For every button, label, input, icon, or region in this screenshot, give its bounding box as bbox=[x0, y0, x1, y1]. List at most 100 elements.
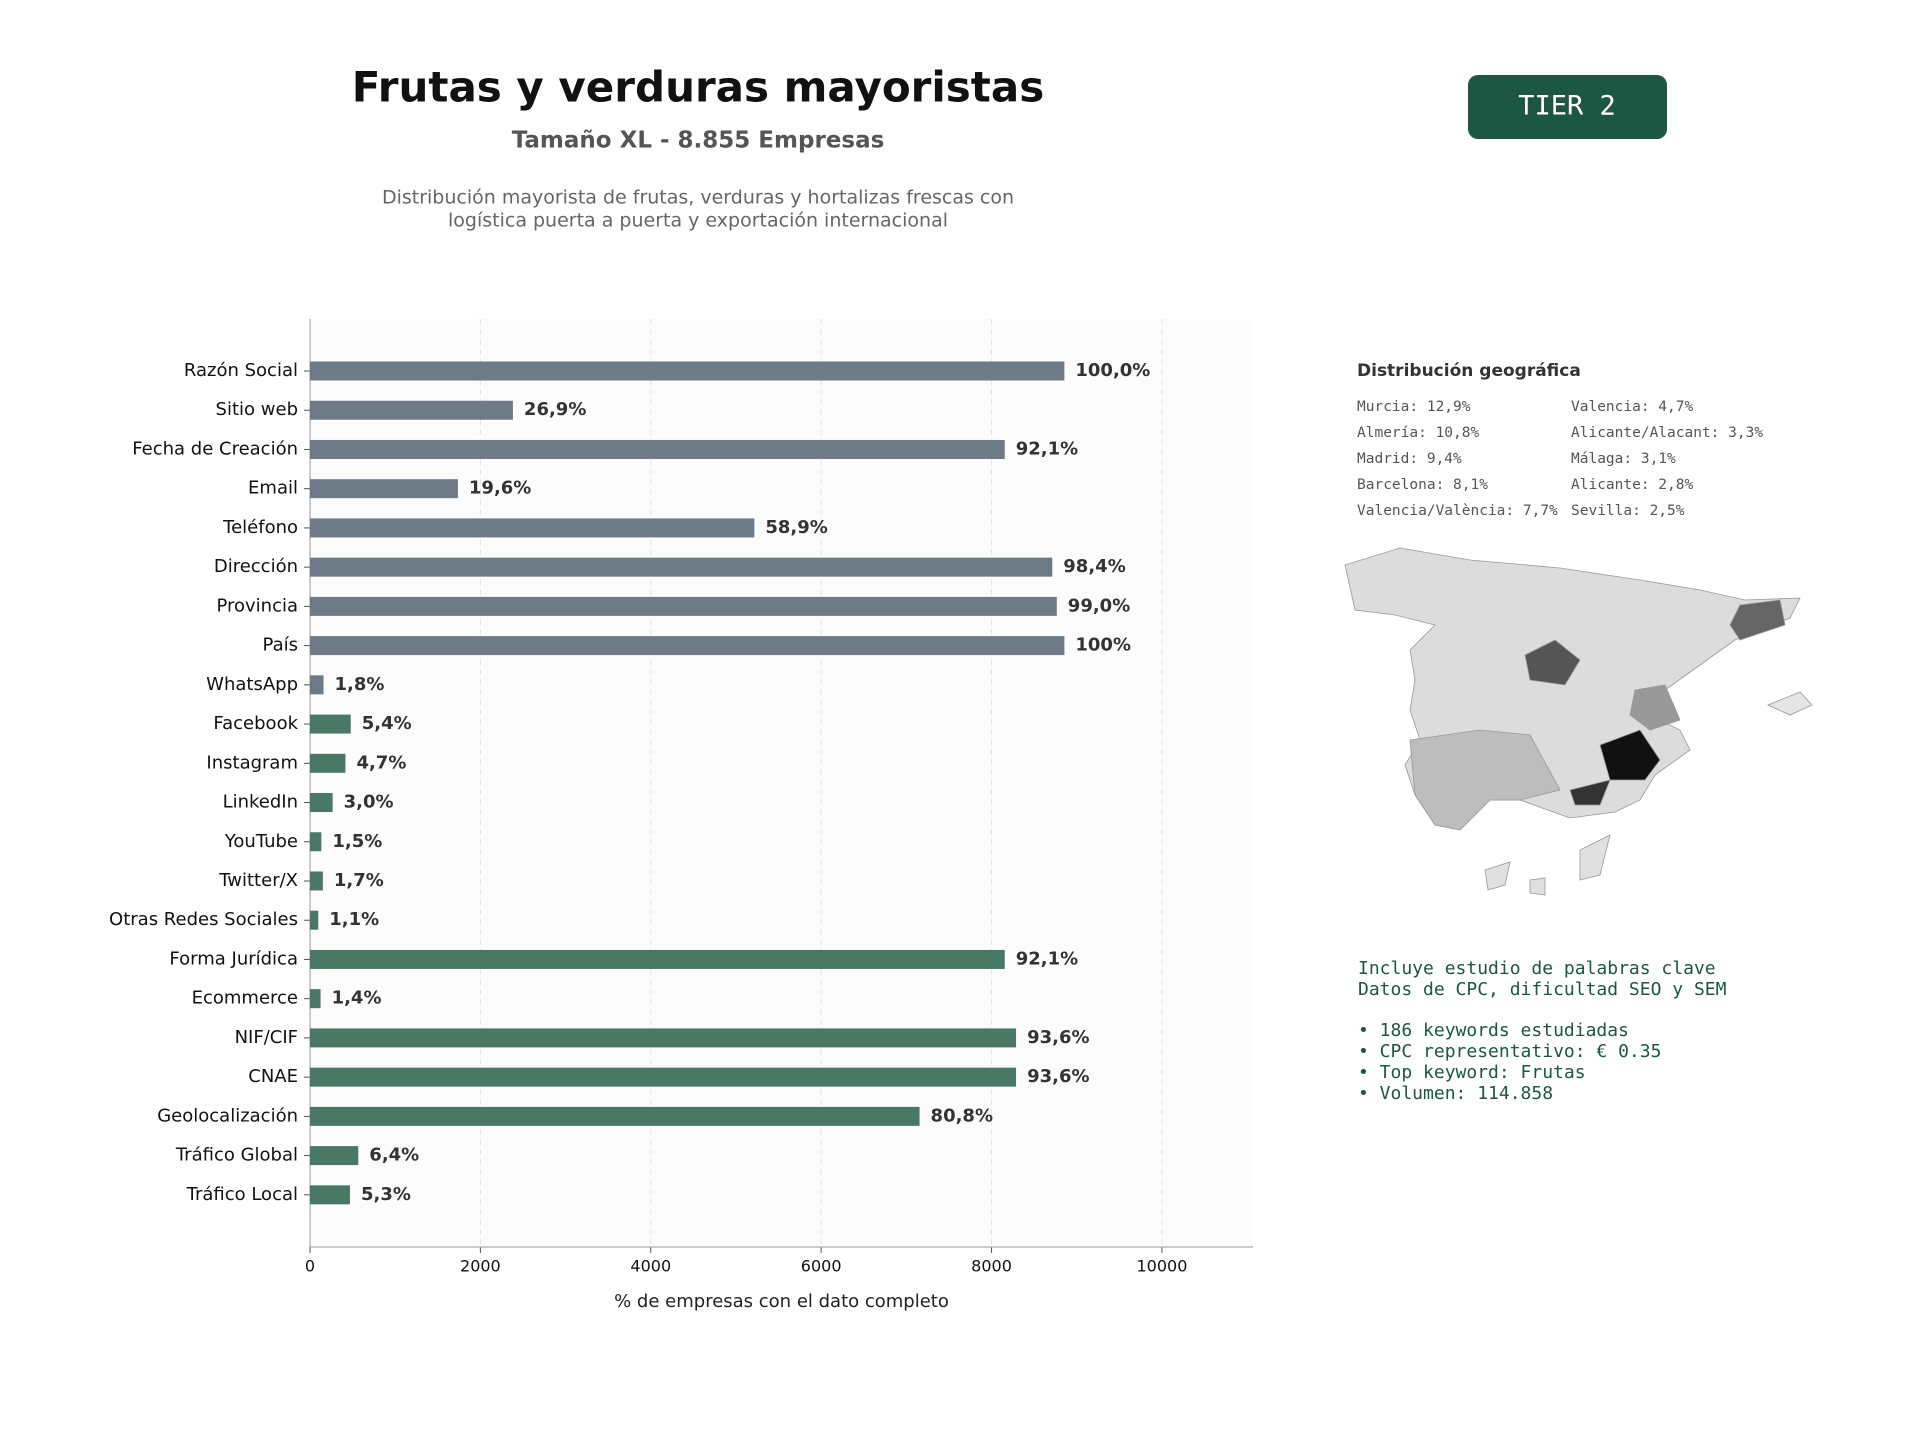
value-label: 5,4% bbox=[362, 713, 412, 734]
y-tick-label: Geolocalización bbox=[157, 1105, 298, 1126]
y-tick-label: País bbox=[263, 635, 298, 656]
bar bbox=[310, 949, 1005, 969]
bar bbox=[310, 832, 322, 852]
geo-item: Alicante: 2,8% bbox=[1571, 477, 1693, 493]
map-region bbox=[1569, 779, 1611, 806]
geo-item: Málaga: 3,1% bbox=[1571, 451, 1676, 467]
geo-item: Sevilla: 2,5% bbox=[1571, 503, 1685, 519]
keyword-bullet: • 186 keywords estudiadas bbox=[1358, 1020, 1629, 1041]
value-label: 1,4% bbox=[332, 988, 382, 1009]
value-label: 19,6% bbox=[469, 478, 531, 499]
value-label: 3,0% bbox=[344, 792, 394, 813]
subtitle: Tamaño XL - 8.855 Empresas bbox=[512, 128, 885, 154]
bar bbox=[310, 557, 1053, 577]
map-region bbox=[1409, 729, 1561, 831]
description: logística puerta a puerta y exportación … bbox=[448, 210, 948, 232]
x-tick-label: 10000 bbox=[1136, 1257, 1187, 1276]
bar bbox=[310, 753, 346, 773]
y-tick-label: Otras Redes Sociales bbox=[109, 909, 298, 930]
y-tick-label: Tráfico Local bbox=[186, 1184, 298, 1205]
keyword-intro: Datos de CPC, dificultad SEO y SEM bbox=[1358, 979, 1727, 1000]
value-label: 99,0% bbox=[1068, 595, 1130, 616]
y-tick-label: Razón Social bbox=[184, 360, 298, 381]
value-label: 26,9% bbox=[524, 399, 586, 420]
keyword-bullet: • CPC representativo: € 0.35 bbox=[1358, 1041, 1661, 1062]
bar bbox=[310, 439, 1005, 459]
x-tick-label: 0 bbox=[305, 1257, 315, 1276]
value-label: 93,6% bbox=[1027, 1027, 1089, 1048]
y-tick-label: Email bbox=[248, 478, 298, 499]
value-label: 1,5% bbox=[332, 831, 382, 852]
keyword-intro: Incluye estudio de palabras clave bbox=[1358, 958, 1716, 979]
y-tick-label: YouTube bbox=[224, 831, 298, 852]
value-label: 93,6% bbox=[1027, 1066, 1089, 1087]
bar bbox=[310, 518, 755, 538]
description: Distribución mayorista de frutas, verdur… bbox=[382, 187, 1014, 209]
geo-item: Valencia/València: 7,7% bbox=[1357, 503, 1558, 519]
plot-area bbox=[310, 319, 1253, 1247]
geo-item: Valencia: 4,7% bbox=[1571, 399, 1693, 415]
map bbox=[1344, 547, 1813, 896]
bar bbox=[310, 1028, 1017, 1048]
keyword-bullet: • Volumen: 114.858 bbox=[1358, 1083, 1553, 1104]
value-label: 6,4% bbox=[369, 1145, 419, 1166]
value-label: 92,1% bbox=[1016, 948, 1078, 969]
x-tick-label: 2000 bbox=[460, 1257, 501, 1276]
bar bbox=[310, 361, 1065, 381]
bar bbox=[310, 871, 323, 891]
bar bbox=[310, 989, 321, 1009]
geo-item: Almería: 10,8% bbox=[1357, 425, 1479, 441]
value-label: 100,0% bbox=[1075, 360, 1150, 381]
map-region bbox=[1484, 834, 1611, 896]
value-label: 1,8% bbox=[335, 674, 385, 695]
value-label: 92,1% bbox=[1016, 438, 1078, 459]
x-tick-label: 6000 bbox=[801, 1257, 842, 1276]
bar bbox=[310, 400, 513, 420]
value-label: 4,7% bbox=[356, 752, 406, 773]
bar bbox=[310, 1067, 1017, 1087]
map-region bbox=[1344, 547, 1801, 831]
y-tick-label: WhatsApp bbox=[206, 674, 298, 695]
bar bbox=[310, 1146, 359, 1166]
map-region bbox=[1766, 691, 1813, 716]
geo-item: Madrid: 9,4% bbox=[1357, 451, 1462, 467]
y-tick-label: NIF/CIF bbox=[235, 1027, 298, 1048]
y-tick-label: Ecommerce bbox=[192, 988, 298, 1009]
geo-item: Barcelona: 8,1% bbox=[1357, 477, 1488, 493]
bar bbox=[310, 479, 458, 499]
y-tick-label: Forma Jurídica bbox=[169, 948, 298, 969]
geo-item: Murcia: 12,9% bbox=[1357, 399, 1471, 415]
value-label: 58,9% bbox=[765, 517, 827, 538]
y-tick-label: Tráfico Global bbox=[175, 1145, 298, 1166]
bar bbox=[310, 1106, 920, 1126]
value-label: 1,1% bbox=[329, 909, 379, 930]
y-tick-label: Fecha de Creación bbox=[132, 438, 298, 459]
bar bbox=[310, 596, 1057, 616]
x-axis-title: % de empresas con el dato completo bbox=[614, 1291, 949, 1312]
value-label: 1,7% bbox=[334, 870, 384, 891]
geo-item: Alicante/Alacant: 3,3% bbox=[1571, 425, 1763, 441]
bar bbox=[310, 793, 333, 813]
y-tick-label: Instagram bbox=[206, 752, 298, 773]
bar bbox=[310, 636, 1065, 656]
y-tick-label: Dirección bbox=[214, 556, 298, 577]
geo-title: Distribución geográfica bbox=[1357, 361, 1581, 381]
value-label: 5,3% bbox=[361, 1184, 411, 1205]
y-tick-label: Facebook bbox=[213, 713, 298, 734]
map-region bbox=[1599, 729, 1661, 781]
y-tick-label: Twitter/X bbox=[218, 870, 298, 891]
bar bbox=[310, 675, 324, 695]
keyword-bullet: • Top keyword: Frutas bbox=[1358, 1062, 1586, 1083]
x-tick-label: 4000 bbox=[630, 1257, 671, 1276]
value-label: 80,8% bbox=[931, 1105, 993, 1126]
badge-text: TIER 2 bbox=[1518, 91, 1616, 122]
y-tick-label: Teléfono bbox=[222, 517, 298, 538]
x-tick-label: 8000 bbox=[971, 1257, 1012, 1276]
y-tick-label: Sitio web bbox=[216, 399, 298, 420]
value-label: 98,4% bbox=[1063, 556, 1125, 577]
value-label: 100% bbox=[1075, 635, 1131, 656]
map-region bbox=[1729, 599, 1786, 641]
badge bbox=[1468, 75, 1667, 139]
y-tick-label: Provincia bbox=[216, 595, 298, 616]
